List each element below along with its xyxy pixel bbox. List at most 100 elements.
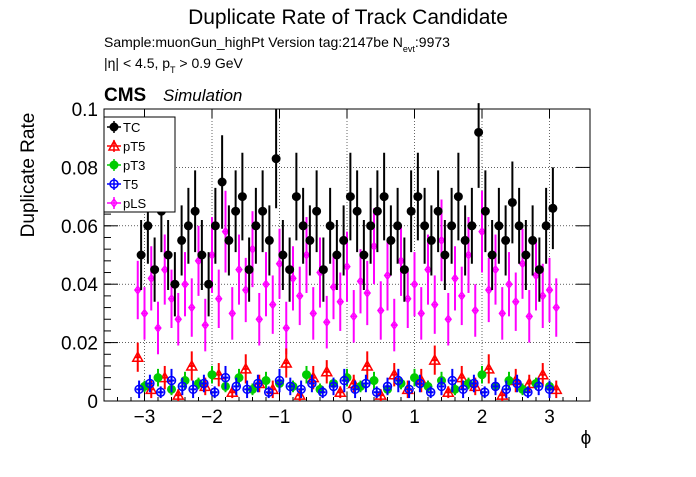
data-point: [440, 250, 450, 260]
data-point: [208, 250, 216, 260]
data-point: [487, 250, 497, 260]
x-tick-label: −3: [134, 407, 156, 428]
data-point: [320, 365, 334, 377]
data-point: [177, 235, 187, 245]
data-point: [369, 376, 379, 386]
data-point: [482, 362, 496, 374]
data-point: [372, 206, 382, 216]
sample-prefix: Sample:muonGun_highPt Version tag:2147be…: [104, 34, 403, 50]
data-point: [359, 250, 369, 260]
data-point: [393, 375, 404, 386]
cut-suffix: > 0.9 GeV: [176, 55, 244, 71]
data-point: [194, 255, 203, 266]
data-point: [397, 255, 405, 266]
data-point: [474, 127, 484, 137]
data-point: [363, 287, 371, 298]
data-point: [436, 381, 447, 392]
data-point: [425, 387, 436, 397]
legend-label: pLS: [123, 196, 146, 211]
data-point: [371, 387, 382, 397]
data-point: [545, 285, 554, 296]
data-point: [323, 317, 331, 328]
data-point: [204, 279, 214, 289]
data-point: [552, 302, 560, 313]
data-point: [147, 273, 155, 284]
legend-label: T5: [123, 177, 138, 192]
data-point: [410, 279, 419, 290]
simulation-label: Simulation: [163, 86, 242, 105]
y-tick-label: 0.02: [61, 334, 98, 355]
legend-label: TC: [123, 120, 140, 135]
data-point: [501, 384, 512, 395]
data-point: [199, 378, 209, 389]
data-point: [410, 373, 419, 383]
data-point: [494, 221, 504, 231]
data-point: [501, 235, 511, 245]
data-point: [309, 308, 317, 319]
data-point: [154, 323, 162, 333]
chart-title: Duplicate Rate of Track Candidate: [188, 6, 508, 29]
data-point: [298, 221, 308, 231]
data-point: [242, 384, 252, 395]
data-point: [231, 381, 242, 392]
data-point: [332, 250, 342, 260]
data-point: [210, 221, 220, 231]
sample-line: Sample:muonGun_highPt Version tag:2147be…: [104, 34, 450, 54]
data-point: [455, 371, 469, 383]
data-point: [317, 387, 328, 397]
data-point: [275, 258, 284, 269]
data-point: [507, 197, 517, 207]
cut-prefix: |η| < 4.5, p: [104, 55, 170, 71]
data-point: [491, 264, 500, 275]
data-point: [279, 356, 293, 368]
data-point: [366, 221, 376, 231]
data-point: [460, 235, 470, 245]
data-point: [150, 265, 160, 275]
legend-entry-pT3: pT3: [107, 158, 145, 173]
data-point: [282, 323, 290, 333]
x-tick-label: 2: [477, 407, 488, 428]
data-point: [451, 273, 459, 284]
data-point: [269, 299, 277, 310]
data-point: [464, 250, 473, 260]
data-point: [140, 308, 149, 319]
x-tick-label: −1: [269, 407, 291, 428]
data-point: [379, 192, 389, 202]
data-point: [170, 279, 180, 289]
data-point: [360, 359, 374, 371]
data-point: [528, 235, 538, 245]
data-point: [447, 375, 458, 386]
legend-entry-T5: T5: [107, 177, 138, 192]
data-point: [536, 368, 550, 380]
data-point: [188, 302, 196, 313]
data-point: [518, 258, 527, 269]
data-point: [318, 265, 328, 275]
data-point: [185, 359, 199, 371]
data-point: [512, 378, 522, 389]
data-point: [235, 264, 243, 275]
data-point: [239, 362, 253, 374]
data-point: [479, 387, 490, 397]
data-point: [339, 235, 349, 245]
data-point: [333, 385, 347, 397]
data-point: [302, 250, 311, 260]
data-point: [471, 305, 479, 316]
nevt-value: :9973: [415, 34, 450, 50]
data-point: [480, 206, 490, 216]
data-point: [307, 378, 317, 389]
data-point: [291, 192, 301, 202]
data-point: [161, 264, 169, 275]
data-point: [512, 296, 520, 307]
data-point: [382, 381, 393, 392]
data-point: [190, 206, 200, 216]
data-point: [339, 375, 350, 386]
data-point: [285, 381, 296, 392]
data-point: [166, 375, 177, 386]
data-point: [437, 235, 446, 246]
data-point: [271, 154, 281, 164]
data-point: [263, 387, 274, 397]
data-point: [350, 311, 358, 322]
data-point: [306, 371, 320, 383]
data-point: [399, 265, 409, 275]
